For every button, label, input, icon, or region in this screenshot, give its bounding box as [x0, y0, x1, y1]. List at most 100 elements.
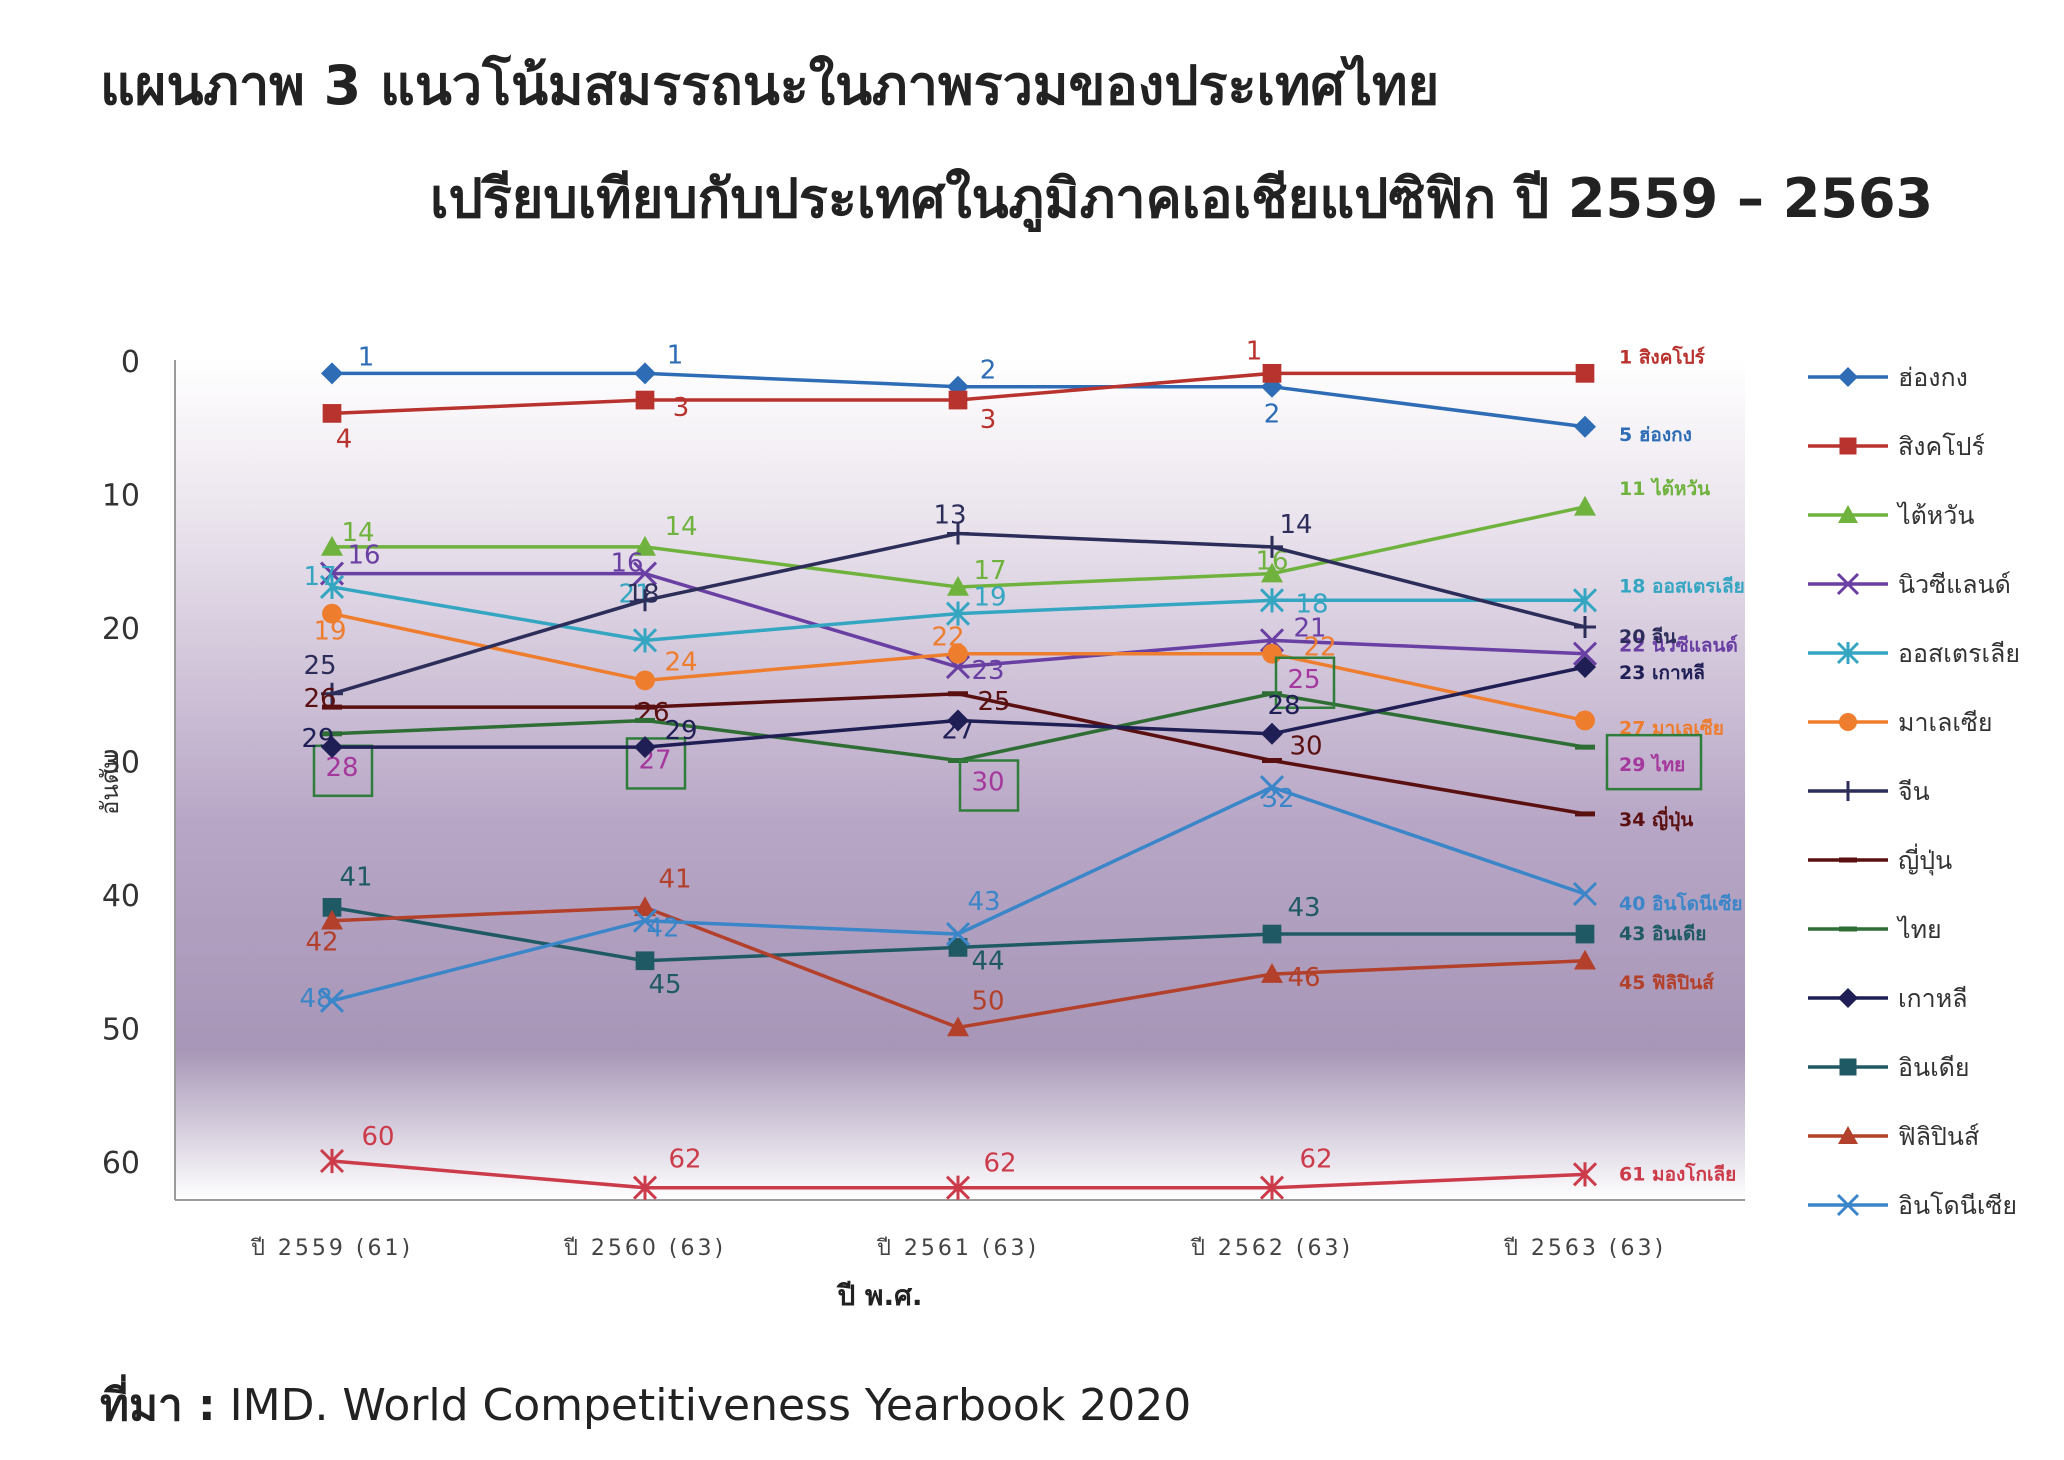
data-point-marker	[1261, 963, 1283, 983]
data-label: 41	[339, 862, 372, 892]
data-label: 25	[977, 687, 1010, 717]
data-point-marker	[632, 561, 658, 586]
figure-title-line2: เปรียบเทียบกับประเทศในภูมิภาคเอเชียแปซิฟ…	[430, 167, 1934, 230]
data-label: 60	[361, 1122, 394, 1152]
legend-label: นิวซีแลนด์	[1898, 570, 2011, 599]
data-point-marker	[945, 1175, 971, 1200]
legend-marker	[1836, 1193, 1860, 1217]
end-label: 23 เกาหลี	[1619, 662, 1705, 684]
data-label: 19	[973, 583, 1006, 613]
legend-item: อินเดีย	[1808, 1053, 1970, 1082]
x-axis-label: ปี พ.ศ.	[836, 1279, 923, 1312]
data-label: 44	[971, 946, 1004, 976]
data-label: 32	[1261, 784, 1294, 814]
end-label: 5 ฮ่องกง	[1619, 424, 1692, 446]
data-label: 28	[1267, 691, 1300, 721]
legend-item: ออสเตรเลีย	[1808, 639, 2020, 668]
data-label: 14	[1279, 510, 1312, 540]
data-point-marker	[321, 682, 343, 705]
data-label: 18	[626, 579, 659, 609]
data-label: 48	[299, 984, 332, 1014]
data-label: 17	[973, 556, 1006, 586]
data-point-marker	[945, 921, 971, 947]
data-point-marker	[1262, 364, 1282, 383]
highlight-box	[1274, 656, 1336, 709]
series-11: 41 45 44 43 43 อินเดีย	[322, 862, 1706, 1000]
data-point-marker	[1574, 415, 1596, 438]
y-tick-label: 10	[102, 479, 140, 514]
series-2: 4 3 3 1 1 สิงคโปร์	[322, 336, 1706, 454]
data-point-marker	[945, 601, 971, 626]
data-point-marker	[1575, 710, 1595, 731]
legend-label: อินเดีย	[1898, 1053, 1970, 1082]
y-tick-label: 40	[102, 879, 140, 914]
end-label: 61 มองโกเลีย	[1619, 1162, 1736, 1185]
data-point-marker	[1572, 1162, 1598, 1187]
data-point-marker	[1574, 656, 1596, 679]
legend-label: ญี่ปุ่น	[1898, 843, 1952, 876]
x-tick-label: ปี 2562 (63)	[1190, 1236, 1353, 1261]
end-label: 43 อินเดีย	[1619, 923, 1706, 945]
series-10: 29 29 27 28 23 เกาหลี	[301, 656, 1705, 759]
legend-label: จีน	[1898, 777, 1930, 806]
legend-item: ไต้หวัน	[1808, 501, 1974, 530]
data-point-marker	[1262, 643, 1282, 664]
data-label: 45	[648, 970, 681, 1000]
data-label: 22	[931, 623, 964, 653]
legend-item: นิวซีแลนด์	[1808, 570, 2011, 599]
y-tick-label: 30	[102, 746, 140, 781]
data-label: 16	[610, 549, 643, 579]
legend-label: สิงคโปร์	[1898, 432, 1985, 461]
data-point-marker	[947, 522, 969, 545]
y-tick-label: 60	[102, 1146, 140, 1181]
data-point-marker	[948, 390, 968, 410]
series-7: 25 18 13 14 20 จีน	[303, 501, 1676, 705]
legend-label: เกาหลี	[1898, 984, 1968, 1013]
axes: 0 10 20 30 40 50 60 อันดับปี 2559 (61) ปี 2560 (…	[96, 345, 1745, 1312]
data-point-marker	[634, 736, 656, 759]
data-point-marker	[322, 603, 342, 624]
legend-item: จีน	[1808, 777, 1930, 806]
data-label: 62	[983, 1149, 1016, 1179]
data-point-marker	[1575, 364, 1595, 383]
data-label: 27	[941, 715, 974, 745]
legend-marker	[1839, 857, 1857, 863]
series-14: 60 62 62 62 61 มองโกเลีย	[319, 1122, 1736, 1200]
end-label: 11 ไต้หวัน	[1619, 477, 1710, 500]
data-label: 13	[933, 501, 966, 531]
data-point-marker	[1259, 1175, 1285, 1200]
data-label: 18	[1295, 589, 1328, 619]
data-point-marker	[1575, 811, 1595, 817]
legend-label: อินโดนีเซีย	[1898, 1191, 2017, 1220]
data-point-marker	[322, 404, 342, 423]
data-label: 62	[668, 1145, 701, 1175]
data-point-marker	[1572, 881, 1598, 907]
data-point-marker	[947, 1016, 969, 1037]
data-point-marker	[1259, 775, 1285, 800]
source-text: IMD. World Competitiveness Yearbook 2020	[215, 1380, 1192, 1431]
y-tick-label: 50	[102, 1013, 140, 1048]
highlight-box	[625, 737, 687, 790]
data-label: 43	[967, 887, 1000, 917]
data-label: 2	[980, 356, 997, 386]
series-1: 1 1 2 2 5 ฮ่องกง	[321, 340, 1692, 446]
data-label: 28	[325, 753, 358, 783]
data-point-marker	[634, 896, 656, 917]
x-tick-label: ปี 2561 (63)	[876, 1236, 1039, 1261]
data-label: 50	[971, 987, 1004, 1017]
data-point-marker	[948, 938, 968, 957]
legend: ฮ่องกงสิงคโปร์ไต้หวันนิวซีแลนด์ออสเตรเลี…	[1808, 363, 2020, 1220]
data-label: 4	[336, 424, 353, 454]
data-point-marker	[321, 362, 343, 385]
data-point-marker	[635, 951, 655, 971]
y-axis-label: อันดับ	[96, 753, 124, 815]
legend-item: ไทย	[1808, 915, 1942, 944]
legend-label: ออสเตรเลีย	[1898, 639, 2020, 668]
data-label: 1	[358, 342, 375, 372]
data-point-marker	[634, 535, 656, 556]
legend-label: ไทย	[1896, 915, 1942, 944]
legend-marker	[1838, 367, 1858, 387]
data-point-marker	[1574, 616, 1596, 638]
data-point-marker	[1574, 949, 1596, 970]
